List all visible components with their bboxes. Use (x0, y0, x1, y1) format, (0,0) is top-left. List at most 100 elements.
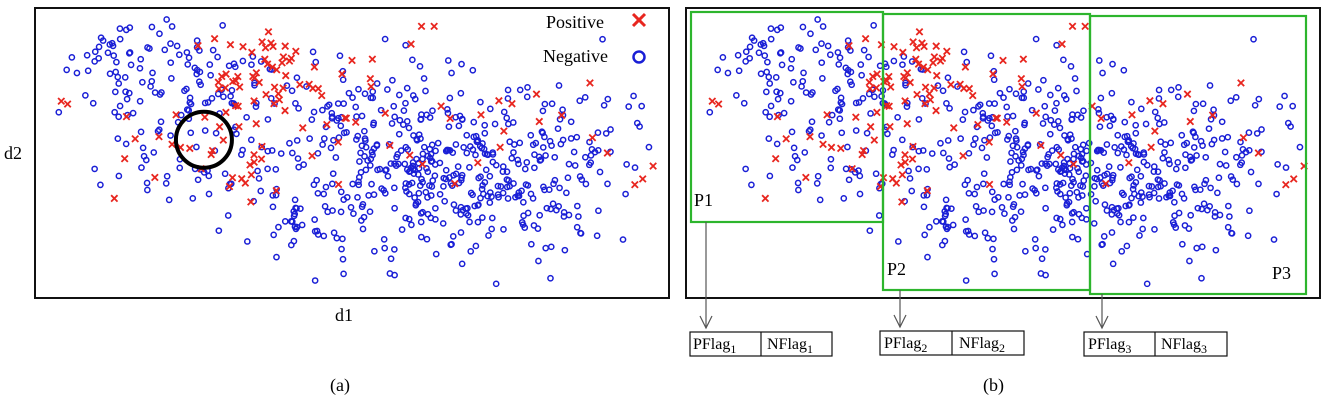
positive-point (782, 134, 791, 143)
negative-point (898, 136, 906, 144)
negative-point (1064, 135, 1072, 143)
negative-point (521, 224, 529, 232)
positive-point (913, 90, 921, 99)
positive-point (801, 173, 810, 182)
positive-point (1128, 110, 1136, 119)
negative-point (1175, 209, 1183, 217)
negative-point (1035, 172, 1043, 180)
negative-point (83, 51, 91, 59)
negative-point (556, 184, 563, 192)
negative-point (466, 143, 474, 150)
negative-point (981, 229, 989, 237)
negative-point (1157, 138, 1165, 146)
negative-point (766, 172, 774, 180)
negative-point (423, 111, 431, 119)
negative-point (573, 133, 581, 141)
negative-point (292, 225, 300, 233)
positive-point (261, 43, 270, 52)
negative-point (762, 88, 770, 96)
negative-point (1115, 204, 1122, 212)
positive-point (155, 132, 163, 141)
negative-point (1120, 66, 1128, 74)
negative-point (1229, 176, 1237, 184)
negative-point (359, 225, 367, 233)
positive-point (131, 134, 140, 143)
negative-point (402, 41, 409, 49)
negative-point (201, 127, 209, 134)
negative-point (464, 204, 471, 212)
negative-point (354, 193, 361, 201)
negative-point (1000, 94, 1007, 101)
negative-point (1224, 202, 1232, 210)
positive-point (120, 154, 129, 163)
negative-point (201, 99, 209, 107)
negative-point (1156, 177, 1163, 184)
negative-point (763, 68, 771, 76)
negative-point (1105, 163, 1113, 170)
negative-point (458, 60, 465, 68)
negative-point (355, 181, 363, 189)
partition-p2-label: P2 (887, 259, 906, 279)
negative-point (193, 143, 200, 151)
negative-point (834, 49, 842, 56)
negative-point (1004, 113, 1011, 120)
negative-point (183, 49, 191, 56)
positive-point (348, 56, 356, 65)
positive-point (947, 80, 955, 89)
negative-point (1192, 100, 1200, 108)
negative-point (545, 186, 553, 194)
negative-point (1247, 168, 1255, 176)
negative-point (1068, 116, 1076, 123)
partition-p3-box (1088, 14, 1308, 296)
negative-point (125, 89, 133, 97)
negative-point (337, 188, 345, 196)
partition-p1-box (689, 10, 885, 224)
negative-point (542, 152, 549, 159)
negative-point (382, 166, 390, 174)
negative-point (220, 93, 227, 101)
positive-point (1017, 74, 1026, 83)
negative-point (1067, 182, 1075, 189)
positive-point (1056, 151, 1065, 160)
positive-point (215, 84, 223, 93)
negative-point (1107, 112, 1115, 120)
positive-point (1101, 179, 1110, 188)
negative-point (1054, 188, 1061, 195)
negative-point (390, 184, 398, 192)
negative-point (1059, 221, 1066, 229)
negative-point (122, 140, 130, 148)
negative-point (110, 52, 118, 59)
negative-point (442, 175, 450, 183)
negative-point (514, 156, 522, 164)
negative-point (239, 57, 247, 65)
negative-point (328, 180, 336, 188)
negative-point (328, 113, 336, 121)
positive-point (292, 47, 300, 56)
negative-point (1161, 141, 1169, 148)
negative-point (492, 280, 500, 288)
positive-point (708, 97, 717, 105)
negative-point (1151, 108, 1159, 116)
negative-point (979, 113, 987, 121)
negative-point (1150, 189, 1158, 197)
negative-point (920, 192, 928, 199)
negative-point (446, 94, 454, 102)
negative-point (1239, 146, 1247, 153)
positive-point (859, 146, 868, 155)
negative-point (818, 40, 825, 48)
negative-point (281, 217, 289, 225)
negative-point (742, 58, 750, 65)
negative-point (420, 143, 428, 151)
negative-point (354, 132, 362, 140)
negative-point (324, 103, 331, 110)
negative-point (384, 86, 391, 93)
negative-point (115, 113, 123, 121)
negative-point (1148, 183, 1156, 190)
positive-point (985, 180, 994, 189)
negative-point (479, 182, 486, 189)
negative-point (1073, 87, 1080, 95)
negative-point (1032, 244, 1040, 252)
negative-point (1056, 124, 1064, 132)
positive-point (866, 84, 874, 93)
negative-point (230, 60, 238, 68)
